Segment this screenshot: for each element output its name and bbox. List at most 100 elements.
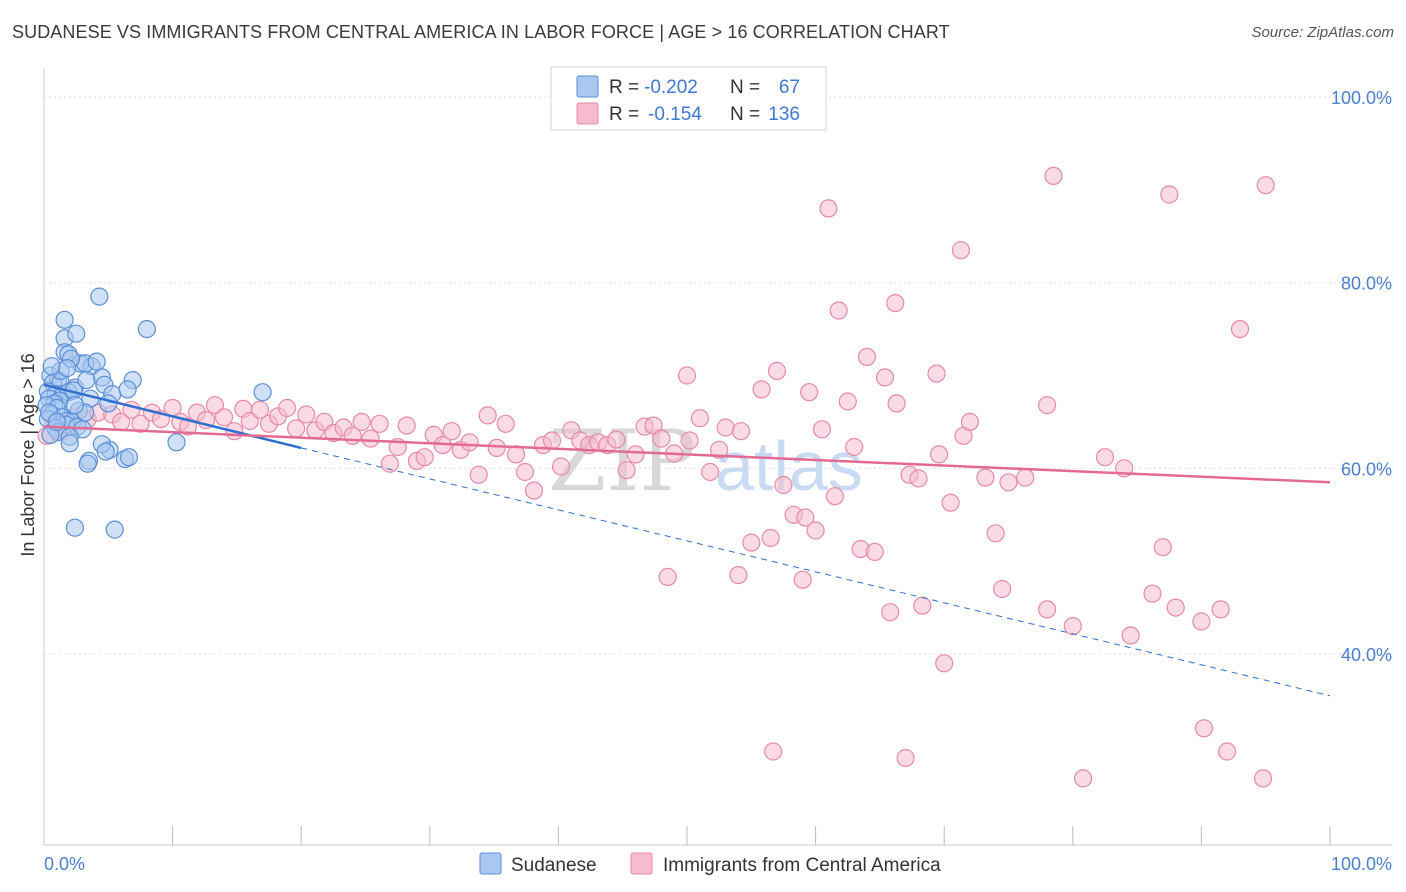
point-sudanese — [78, 454, 97, 473]
point-central-america — [1037, 600, 1057, 619]
stats-legend: R = -0.202 N = 67 R = -0.154 N = 136 — [550, 66, 827, 131]
point-central-america — [214, 408, 234, 427]
point-central-america — [1073, 769, 1093, 788]
point-central-america — [1063, 616, 1082, 636]
point-central-america — [857, 347, 877, 366]
stats-legend-swatch-blue — [576, 75, 599, 98]
y-tick-label: 100.0% — [1331, 88, 1392, 108]
point-central-america — [652, 429, 671, 448]
point-central-america — [999, 473, 1018, 492]
point-sudanese — [60, 434, 79, 453]
point-central-america — [1044, 166, 1063, 185]
point-central-america — [986, 524, 1005, 543]
point-central-america — [1016, 468, 1035, 487]
point-central-america — [881, 603, 900, 622]
point-central-america — [460, 433, 479, 452]
point-central-america — [496, 414, 515, 433]
point-central-america — [913, 596, 932, 615]
point-central-america — [812, 420, 832, 439]
point-central-america — [442, 422, 461, 441]
point-central-america — [1160, 185, 1179, 204]
point-central-america — [1095, 448, 1115, 467]
point-central-america — [764, 742, 783, 761]
point-central-america — [709, 440, 729, 459]
point-central-america — [960, 412, 980, 431]
stats-r-label-blue: R = — [609, 77, 639, 98]
points-layer — [37, 166, 1275, 788]
point-central-america — [677, 366, 697, 385]
point-central-america — [415, 448, 434, 467]
y-tick-label: 60.0% — [1341, 459, 1392, 479]
point-central-america — [469, 465, 488, 484]
point-central-america — [941, 493, 960, 512]
point-central-america — [976, 468, 995, 487]
point-sudanese — [99, 394, 118, 413]
y-tick-label: 40.0% — [1341, 645, 1392, 665]
stats-r-label-pink: R = — [609, 104, 639, 125]
point-central-america — [927, 364, 946, 383]
point-sudanese — [57, 359, 77, 378]
point-central-america — [250, 400, 270, 419]
point-sudanese — [137, 320, 156, 339]
point-sudanese — [65, 396, 85, 415]
series-legend-label-central-america: Immigrants from Central America — [663, 855, 941, 876]
point-sudanese — [87, 352, 106, 371]
point-central-america — [887, 394, 906, 413]
point-central-america — [361, 429, 380, 448]
point-central-america — [205, 396, 225, 415]
point-central-america — [352, 412, 371, 431]
stats-r-value-blue: -0.202 — [644, 77, 698, 98]
point-central-america — [607, 430, 626, 449]
point-sudanese — [42, 357, 61, 376]
point-central-america — [845, 437, 864, 457]
point-central-america — [742, 533, 761, 552]
point-central-america — [680, 431, 699, 450]
series-legend-swatch-sudanese — [479, 852, 502, 875]
series-legend-label-sudanese: Sudanese — [511, 855, 597, 876]
point-central-america — [806, 521, 825, 540]
stats-legend-swatch-pink — [576, 102, 599, 125]
point-central-america — [690, 409, 710, 428]
point-central-america — [1143, 584, 1162, 603]
point-central-america — [796, 508, 815, 527]
point-central-america — [658, 567, 677, 587]
trend-layer — [43, 383, 1331, 697]
point-sudanese — [167, 433, 186, 452]
point-central-america — [487, 438, 506, 457]
point-central-america — [838, 392, 857, 411]
grid-layer — [44, 96, 1392, 655]
point-central-america — [875, 368, 895, 387]
point-central-america — [370, 414, 389, 433]
stats-n-label-pink: N = — [730, 104, 760, 125]
point-central-america — [819, 199, 838, 218]
point-central-america — [1230, 320, 1250, 339]
point-central-america — [551, 457, 571, 476]
point-central-america — [278, 398, 297, 418]
point-central-america — [524, 481, 544, 500]
point-central-america — [1121, 626, 1140, 645]
point-sudanese — [118, 380, 137, 399]
point-central-america — [800, 383, 819, 402]
point-central-america — [886, 294, 905, 313]
point-central-america — [1166, 598, 1185, 617]
point-central-america — [716, 418, 735, 437]
series-legend-swatch-central-america — [630, 852, 653, 875]
point-central-america — [935, 654, 954, 673]
chart-title: SUDANESE VS IMMIGRANTS FROM CENTRAL AMER… — [12, 22, 950, 42]
point-central-america — [825, 487, 845, 506]
point-central-america — [380, 454, 399, 473]
stats-n-label-blue: N = — [730, 77, 760, 98]
stats-n-value-blue: 67 — [779, 77, 800, 98]
point-central-america — [700, 462, 720, 482]
point-central-america — [626, 445, 645, 464]
point-central-america — [829, 301, 848, 320]
point-central-america — [752, 380, 771, 399]
point-sudanese — [65, 518, 85, 537]
trend-line-sudanese-extrapolated — [301, 447, 1331, 697]
point-central-america — [1194, 719, 1214, 738]
point-central-america — [761, 528, 780, 548]
point-sudanese — [55, 310, 74, 329]
point-sudanese — [90, 287, 109, 306]
point-central-america — [1192, 612, 1211, 631]
